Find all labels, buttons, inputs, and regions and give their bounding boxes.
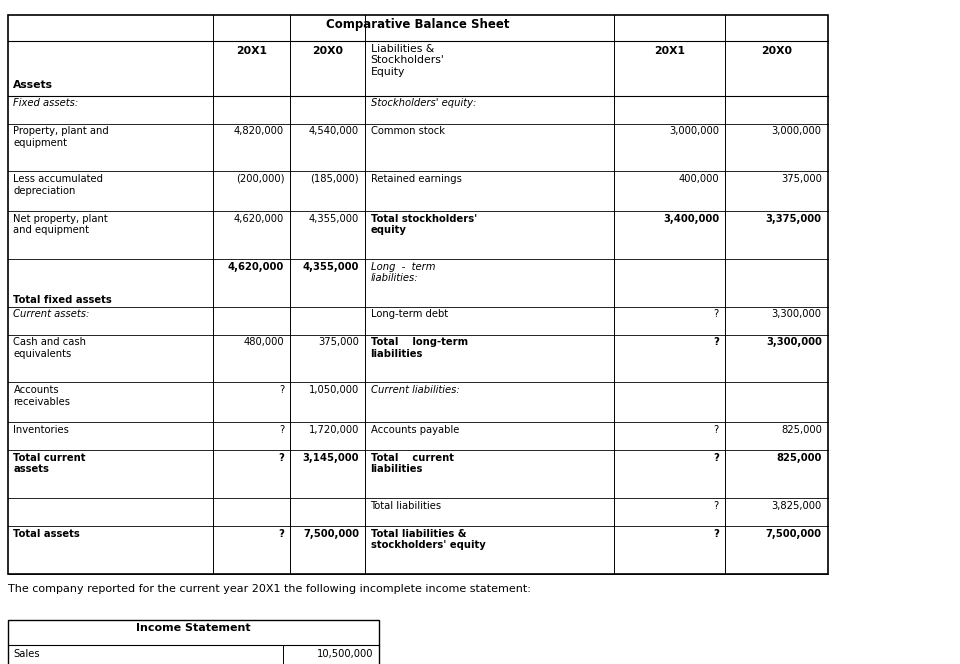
Text: 20X0: 20X0 xyxy=(760,46,792,56)
Text: ?: ? xyxy=(713,453,719,463)
Text: Total    current
liabilities: Total current liabilities xyxy=(371,453,453,475)
Text: (200,000): (200,000) xyxy=(235,174,284,184)
Text: Cash and cash
equivalents: Cash and cash equivalents xyxy=(13,337,86,359)
Text: ?: ? xyxy=(278,529,284,539)
Text: 4,540,000: 4,540,000 xyxy=(309,126,359,136)
Text: 4,355,000: 4,355,000 xyxy=(309,214,359,224)
Text: 3,000,000: 3,000,000 xyxy=(669,126,719,136)
Text: Fixed assets:: Fixed assets: xyxy=(13,98,79,108)
Text: Income Statement: Income Statement xyxy=(136,623,251,633)
Text: The company reported for the current year 20X1 the following incomplete income s: The company reported for the current yea… xyxy=(8,584,531,594)
Text: 3,000,000: 3,000,000 xyxy=(772,126,822,136)
Text: 7,500,000: 7,500,000 xyxy=(303,529,359,539)
Text: 400,000: 400,000 xyxy=(679,174,719,184)
Text: 375,000: 375,000 xyxy=(318,337,359,347)
Text: 1,720,000: 1,720,000 xyxy=(309,425,359,435)
Text: 7,500,000: 7,500,000 xyxy=(766,529,822,539)
Text: Accounts payable: Accounts payable xyxy=(371,425,459,435)
Text: Accounts
receivables: Accounts receivables xyxy=(13,385,70,407)
Text: Total current
assets: Total current assets xyxy=(13,453,86,475)
Text: Property, plant and
equipment: Property, plant and equipment xyxy=(13,126,109,148)
Text: Total assets: Total assets xyxy=(13,529,81,539)
Text: Comparative Balance Sheet: Comparative Balance Sheet xyxy=(325,18,510,31)
Text: ?: ? xyxy=(713,337,719,347)
Text: Long-term debt: Long-term debt xyxy=(371,309,447,319)
Text: Total fixed assets: Total fixed assets xyxy=(13,295,112,305)
Text: Total liabilities &
stockholders' equity: Total liabilities & stockholders' equity xyxy=(371,529,486,550)
Text: 3,300,000: 3,300,000 xyxy=(772,309,822,319)
Text: 480,000: 480,000 xyxy=(244,337,284,347)
Text: Total    long-term
liabilities: Total long-term liabilities xyxy=(371,337,468,359)
Bar xyxy=(8,620,379,664)
Text: 20X1: 20X1 xyxy=(654,46,685,56)
Text: 375,000: 375,000 xyxy=(780,174,822,184)
Text: ?: ? xyxy=(714,309,719,319)
Text: 10,500,000: 10,500,000 xyxy=(317,649,373,659)
Text: Net property, plant
and equipment: Net property, plant and equipment xyxy=(13,214,108,236)
Text: (185,000): (185,000) xyxy=(310,174,359,184)
Text: 3,300,000: 3,300,000 xyxy=(766,337,822,347)
Text: ?: ? xyxy=(278,453,284,463)
Text: Stockholders' equity:: Stockholders' equity: xyxy=(371,98,476,108)
Text: Current liabilities:: Current liabilities: xyxy=(371,385,459,395)
Text: 1,050,000: 1,050,000 xyxy=(309,385,359,395)
Text: 3,400,000: 3,400,000 xyxy=(663,214,719,224)
Text: Sales: Sales xyxy=(13,649,40,659)
Text: Retained earnings: Retained earnings xyxy=(371,174,462,184)
Text: 4,620,000: 4,620,000 xyxy=(228,262,284,272)
Text: Common stock: Common stock xyxy=(371,126,444,136)
Text: Less accumulated
depreciation: Less accumulated depreciation xyxy=(13,174,104,196)
Text: Inventories: Inventories xyxy=(13,425,69,435)
Text: Liabilities &
Stockholders'
Equity: Liabilities & Stockholders' Equity xyxy=(371,44,444,77)
Text: Long  -  term
liabilities:: Long - term liabilities: xyxy=(371,262,435,284)
Bar xyxy=(8,15,828,574)
Text: ?: ? xyxy=(714,425,719,435)
Text: 20X0: 20X0 xyxy=(312,46,343,56)
Text: 4,355,000: 4,355,000 xyxy=(302,262,359,272)
Text: ?: ? xyxy=(713,529,719,539)
Text: 4,620,000: 4,620,000 xyxy=(234,214,284,224)
Text: Assets: Assets xyxy=(13,80,54,90)
Text: 825,000: 825,000 xyxy=(777,453,822,463)
Text: 20X1: 20X1 xyxy=(236,46,267,56)
Text: ?: ? xyxy=(279,385,284,395)
Text: Total liabilities: Total liabilities xyxy=(371,501,442,511)
Text: 3,145,000: 3,145,000 xyxy=(302,453,359,463)
Text: 3,825,000: 3,825,000 xyxy=(772,501,822,511)
Text: 4,820,000: 4,820,000 xyxy=(234,126,284,136)
Text: Total stockholders'
equity: Total stockholders' equity xyxy=(371,214,477,236)
Text: 3,375,000: 3,375,000 xyxy=(766,214,822,224)
Text: 825,000: 825,000 xyxy=(780,425,822,435)
Text: ?: ? xyxy=(714,501,719,511)
Text: Current assets:: Current assets: xyxy=(13,309,90,319)
Text: ?: ? xyxy=(279,425,284,435)
